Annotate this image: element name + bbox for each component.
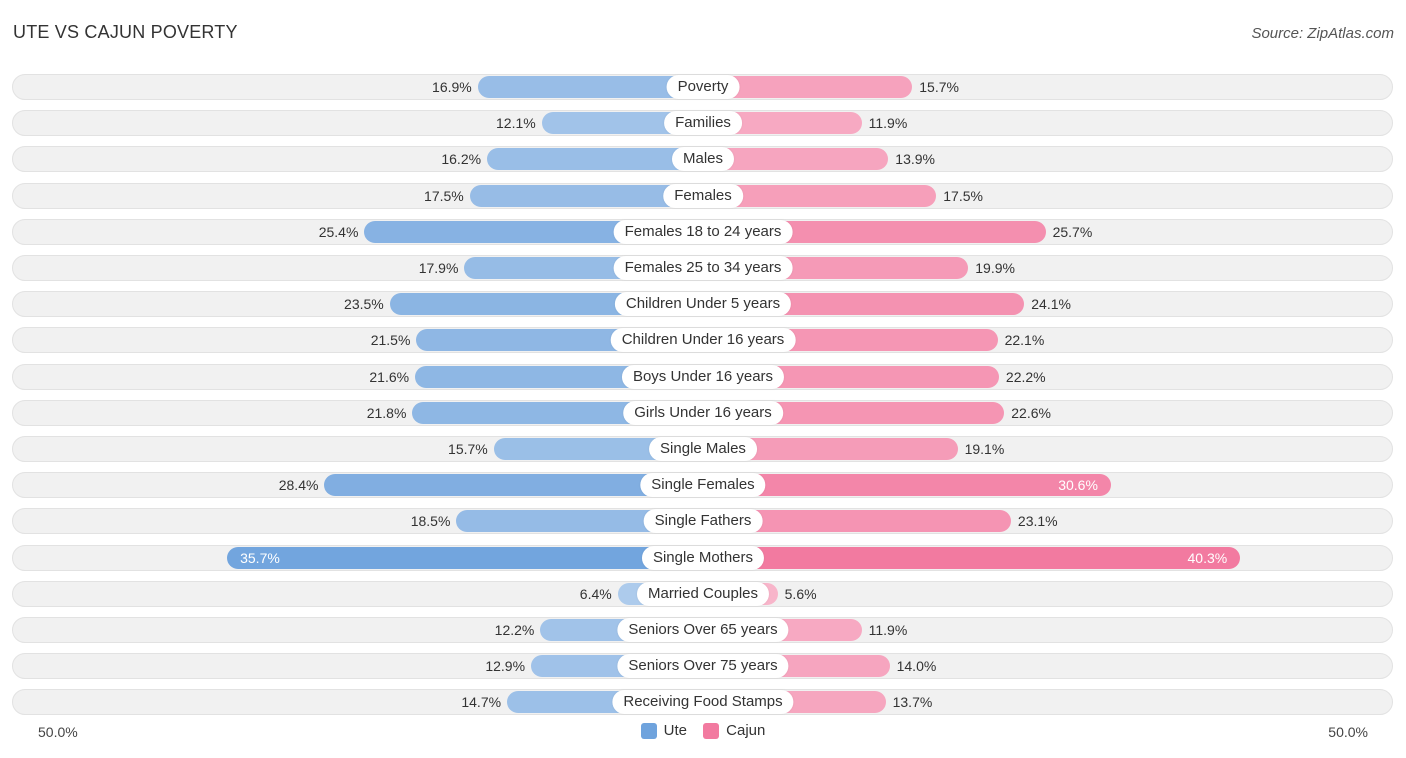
bar-ute[interactable]: [456, 510, 703, 533]
value-label-cajun: 14.0%: [896, 658, 937, 675]
bar-cajun[interactable]: [703, 438, 958, 460]
legend: Ute Cajun: [0, 722, 1406, 743]
value-label-ute: 16.2%: [441, 151, 482, 168]
category-label: Poverty: [666, 75, 740, 99]
bar-ute[interactable]: [324, 474, 703, 497]
category-label: Families: [664, 111, 742, 136]
value-label-ute: 21.8%: [366, 404, 407, 421]
value-label-cajun: 15.7%: [919, 79, 959, 95]
value-label-ute: 12.9%: [485, 658, 526, 675]
value-label-ute: 21.6%: [369, 368, 410, 385]
value-label-ute: 14.7%: [461, 694, 502, 711]
bar-ute[interactable]: [487, 148, 703, 171]
bar-cajun[interactable]: [703, 474, 1111, 497]
bar-cajun[interactable]: [703, 546, 1241, 569]
value-label-cajun: 17.5%: [943, 187, 983, 204]
value-label-cajun: 25.7%: [1052, 223, 1093, 240]
value-label-ute: 17.9%: [418, 260, 459, 276]
bar-cajun[interactable]: [703, 184, 937, 207]
category-label: Males: [671, 147, 735, 172]
legend-swatch-cajun: [703, 722, 720, 739]
value-label-cajun: 13.9%: [895, 151, 935, 168]
value-label-ute: 6.4%: [579, 585, 612, 602]
bar-cajun[interactable]: [703, 510, 1011, 533]
value-label-cajun: 24.1%: [1031, 296, 1071, 313]
value-label-cajun: 5.6%: [784, 585, 817, 602]
value-label-cajun: 19.1%: [964, 441, 1005, 457]
value-label-ute: 16.9%: [432, 79, 472, 95]
value-label-ute: 25.4%: [318, 223, 359, 240]
bar-ute[interactable]: [469, 184, 703, 207]
category-label: Females 25 to 34 years: [613, 256, 793, 280]
category-label: Single Mothers: [641, 545, 765, 570]
bar-cajun[interactable]: [703, 148, 889, 171]
category-label: Seniors Over 75 years: [617, 654, 789, 679]
bar-ute[interactable]: [477, 76, 703, 98]
value-label-cajun: 19.9%: [975, 260, 1015, 276]
category-label: Children Under 5 years: [614, 292, 792, 317]
category-label: Children Under 16 years: [610, 328, 796, 353]
value-label-cajun: 23.1%: [1017, 513, 1058, 530]
value-label-cajun: 22.6%: [1011, 404, 1051, 421]
value-label-cajun: 30.6%: [1058, 477, 1098, 494]
category-label: Married Couples: [636, 581, 770, 606]
value-label-ute: 17.5%: [424, 187, 464, 204]
category-label: Seniors Over 65 years: [617, 618, 789, 642]
bar-cajun[interactable]: [703, 76, 913, 98]
value-label-cajun: 13.7%: [892, 694, 933, 711]
chart-title: UTE VS CAJUN POVERTY: [13, 22, 238, 42]
value-label-cajun: 11.9%: [868, 115, 908, 132]
bar-ute[interactable]: [227, 546, 703, 569]
value-label-cajun: 40.3%: [1187, 549, 1228, 566]
category-label: Females: [663, 183, 743, 208]
value-label-ute: 12.2%: [494, 622, 535, 638]
value-label-ute: 28.4%: [278, 477, 319, 494]
category-label: Females 18 to 24 years: [613, 219, 793, 244]
value-label-cajun: 11.9%: [868, 622, 908, 638]
category-label: Single Fathers: [643, 509, 763, 534]
value-label-cajun: 22.1%: [1004, 332, 1045, 349]
axis-label-right: 50.0%: [1328, 724, 1368, 740]
value-label-cajun: 22.2%: [1005, 368, 1046, 385]
source-note: Source: ZipAtlas.com: [1251, 25, 1394, 42]
bar-cajun[interactable]: [703, 112, 862, 135]
category-label: Receiving Food Stamps: [612, 690, 794, 715]
axis-label-left: 50.0%: [38, 724, 78, 740]
value-label-ute: 35.7%: [240, 549, 280, 566]
value-label-ute: 23.5%: [344, 296, 384, 313]
value-label-ute: 21.5%: [370, 332, 411, 349]
legend-item-cajun[interactable]: Cajun: [703, 722, 765, 739]
value-label-ute: 12.1%: [496, 115, 536, 132]
category-label: Boys Under 16 years: [621, 364, 785, 389]
legend-swatch-ute: [640, 722, 657, 739]
bar-ute[interactable]: [541, 112, 703, 135]
category-label: Single Females: [640, 473, 766, 498]
category-label: Girls Under 16 years: [623, 400, 783, 425]
legend-item-ute[interactable]: Ute: [640, 722, 687, 739]
value-label-ute: 18.5%: [410, 513, 451, 530]
legend-label-ute: Ute: [663, 722, 687, 739]
category-label: Single Males: [649, 437, 757, 461]
value-label-ute: 15.7%: [448, 441, 488, 457]
legend-label-cajun: Cajun: [726, 722, 766, 739]
